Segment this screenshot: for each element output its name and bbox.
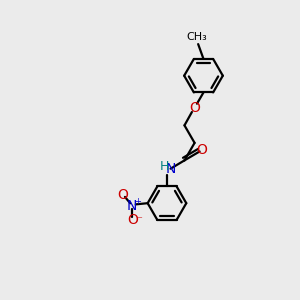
Text: N: N (127, 199, 137, 213)
Text: O: O (196, 143, 207, 157)
Text: O: O (118, 188, 128, 202)
Text: O: O (127, 213, 138, 227)
Text: H: H (160, 160, 170, 173)
Text: CH₃: CH₃ (187, 32, 207, 42)
Text: O: O (189, 101, 200, 115)
Text: N: N (166, 162, 176, 176)
Text: +: + (134, 196, 141, 206)
Text: ⁻: ⁻ (136, 215, 142, 225)
